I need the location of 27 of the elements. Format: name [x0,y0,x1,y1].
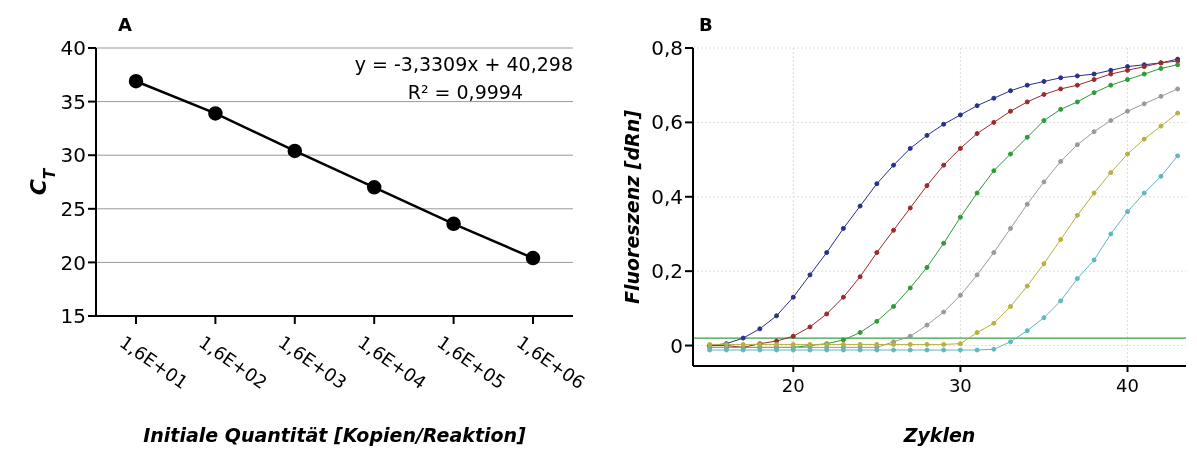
y-tick-label: 20 [60,250,86,275]
point [525,250,541,266]
y-tick-label: 0,6 [651,110,683,135]
x-tick-label: 20 [781,375,805,396]
point [366,180,382,195]
y-tick-label: 0 [670,333,683,358]
y-tick-label: 30 [60,143,86,168]
y-tick-label: 0,8 [651,36,683,61]
annotation: y = -3,3309x + 40,298 [354,52,573,77]
y-tick-label: 25 [60,196,86,221]
annotation: R² = 0,9994 [406,80,524,105]
point [208,106,223,121]
chart-title: B [699,14,713,35]
y-tick-label: 40 [60,36,86,61]
y-axis-title: Fluoreszenz [dRn] [621,109,643,304]
x-tick-label: 40 [1116,375,1139,396]
x-tick-label: 30 [948,375,972,396]
point [287,143,303,159]
x-axis-title: Zyklen [902,424,976,446]
y-tick-label: 15 [60,304,86,329]
chart-title: A [118,14,132,35]
point [128,73,144,89]
y-tick-label: 0,4 [651,184,683,209]
y-tick-label: 0,2 [651,259,683,284]
point [446,216,461,232]
x-axis-title: Initiale Quantität [Kopien/Reaktion] [143,424,527,446]
y-tick-label: 35 [60,89,86,114]
